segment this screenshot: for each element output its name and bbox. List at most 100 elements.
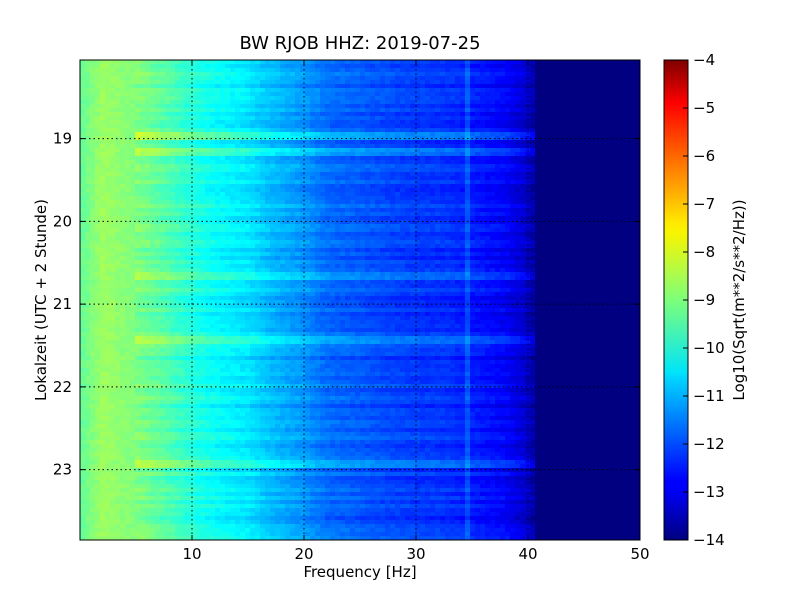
heatmap-cell <box>470 156 476 161</box>
heatmap-cell <box>325 88 331 93</box>
heatmap-cell <box>545 72 551 77</box>
heatmap-cell <box>540 180 546 185</box>
heatmap-cell <box>395 100 401 105</box>
heatmap-cell <box>510 200 516 205</box>
heatmap-cell <box>90 60 96 65</box>
heatmap-cell <box>575 112 581 117</box>
heatmap-cell <box>410 60 416 65</box>
heatmap-cell <box>385 212 391 217</box>
heatmap-cell <box>325 92 331 97</box>
heatmap-cell <box>240 128 246 133</box>
heatmap-cell <box>230 148 236 153</box>
heatmap-cell <box>615 200 621 205</box>
heatmap-cell <box>575 212 581 217</box>
heatmap-cell <box>410 72 416 77</box>
heatmap-cell <box>345 96 351 101</box>
heatmap-cell <box>200 200 206 205</box>
heatmap-cell <box>445 68 451 73</box>
heatmap-cell <box>590 92 596 97</box>
heatmap-cell <box>120 100 126 105</box>
heatmap-cell <box>555 108 561 113</box>
heatmap-cell <box>160 104 166 109</box>
heatmap-cell <box>210 96 216 101</box>
heatmap-cell <box>230 184 236 189</box>
heatmap-cell <box>625 168 631 173</box>
heatmap-cell <box>475 156 481 161</box>
heatmap-cell <box>355 68 361 73</box>
heatmap-cell <box>185 232 191 237</box>
heatmap-cell <box>85 84 91 89</box>
heatmap-cell <box>495 152 501 157</box>
heatmap-cell <box>80 192 86 197</box>
heatmap-cell <box>175 176 181 181</box>
heatmap-cell <box>210 200 216 205</box>
heatmap-cell <box>110 144 116 149</box>
heatmap-cell <box>130 104 136 109</box>
heatmap-cell <box>200 228 206 233</box>
heatmap-cell <box>125 84 131 89</box>
heatmap-cell <box>145 104 151 109</box>
heatmap-cell <box>230 200 236 205</box>
heatmap-cell <box>340 216 346 221</box>
heatmap-cell <box>345 92 351 97</box>
heatmap-cell <box>615 140 621 145</box>
heatmap-cell <box>565 160 571 165</box>
heatmap-cell <box>210 232 216 237</box>
heatmap-cell <box>300 88 306 93</box>
heatmap-cell <box>550 164 556 169</box>
heatmap-cell <box>565 68 571 73</box>
heatmap-cell <box>410 188 416 193</box>
heatmap-cell <box>120 148 126 153</box>
heatmap-cell <box>615 60 621 65</box>
heatmap-cell <box>375 168 381 173</box>
heatmap-cell <box>400 76 406 81</box>
heatmap-cell <box>220 200 226 205</box>
heatmap-cell <box>105 172 111 177</box>
heatmap-cell <box>250 192 256 197</box>
heatmap-cell <box>315 80 321 85</box>
heatmap-cell <box>490 184 496 189</box>
heatmap-cell <box>625 192 631 197</box>
heatmap-cell <box>560 216 566 221</box>
heatmap-cell <box>395 120 401 125</box>
heatmap-cell <box>470 212 476 217</box>
heatmap-cell <box>250 72 256 77</box>
heatmap-cell <box>530 224 536 229</box>
heatmap-cell <box>430 216 436 221</box>
heatmap-cell <box>450 180 456 185</box>
heatmap-cell <box>425 232 431 237</box>
heatmap-cell <box>85 76 91 81</box>
heatmap-cell <box>630 228 636 233</box>
heatmap-cell <box>225 132 231 137</box>
heatmap-cell <box>505 216 511 221</box>
heatmap-cell <box>370 164 376 169</box>
heatmap-cell <box>590 128 596 133</box>
heatmap-cell <box>435 120 441 125</box>
heatmap-cell <box>535 200 541 205</box>
heatmap-cell <box>440 192 446 197</box>
heatmap-cell <box>295 64 301 69</box>
heatmap-cell <box>490 188 496 193</box>
heatmap-cell <box>85 100 91 105</box>
heatmap-cell <box>355 124 361 129</box>
heatmap-cell <box>85 64 91 69</box>
heatmap-cell <box>210 140 216 145</box>
heatmap-cell <box>590 212 596 217</box>
heatmap-cell <box>190 232 196 237</box>
heatmap-cell <box>495 160 501 165</box>
heatmap-cell <box>120 84 126 89</box>
heatmap-cell <box>85 148 91 153</box>
heatmap-cell <box>420 156 426 161</box>
heatmap-cell <box>145 112 151 117</box>
heatmap-cell <box>540 96 546 101</box>
heatmap-cell <box>375 196 381 201</box>
heatmap-cell <box>450 208 456 213</box>
heatmap-cell <box>100 224 106 229</box>
heatmap-cell <box>335 64 341 69</box>
heatmap-cell <box>140 60 146 65</box>
heatmap-cell <box>220 164 226 169</box>
heatmap-cell <box>295 104 301 109</box>
heatmap-cell <box>330 76 336 81</box>
heatmap-cell <box>230 68 236 73</box>
heatmap-cell <box>180 168 186 173</box>
